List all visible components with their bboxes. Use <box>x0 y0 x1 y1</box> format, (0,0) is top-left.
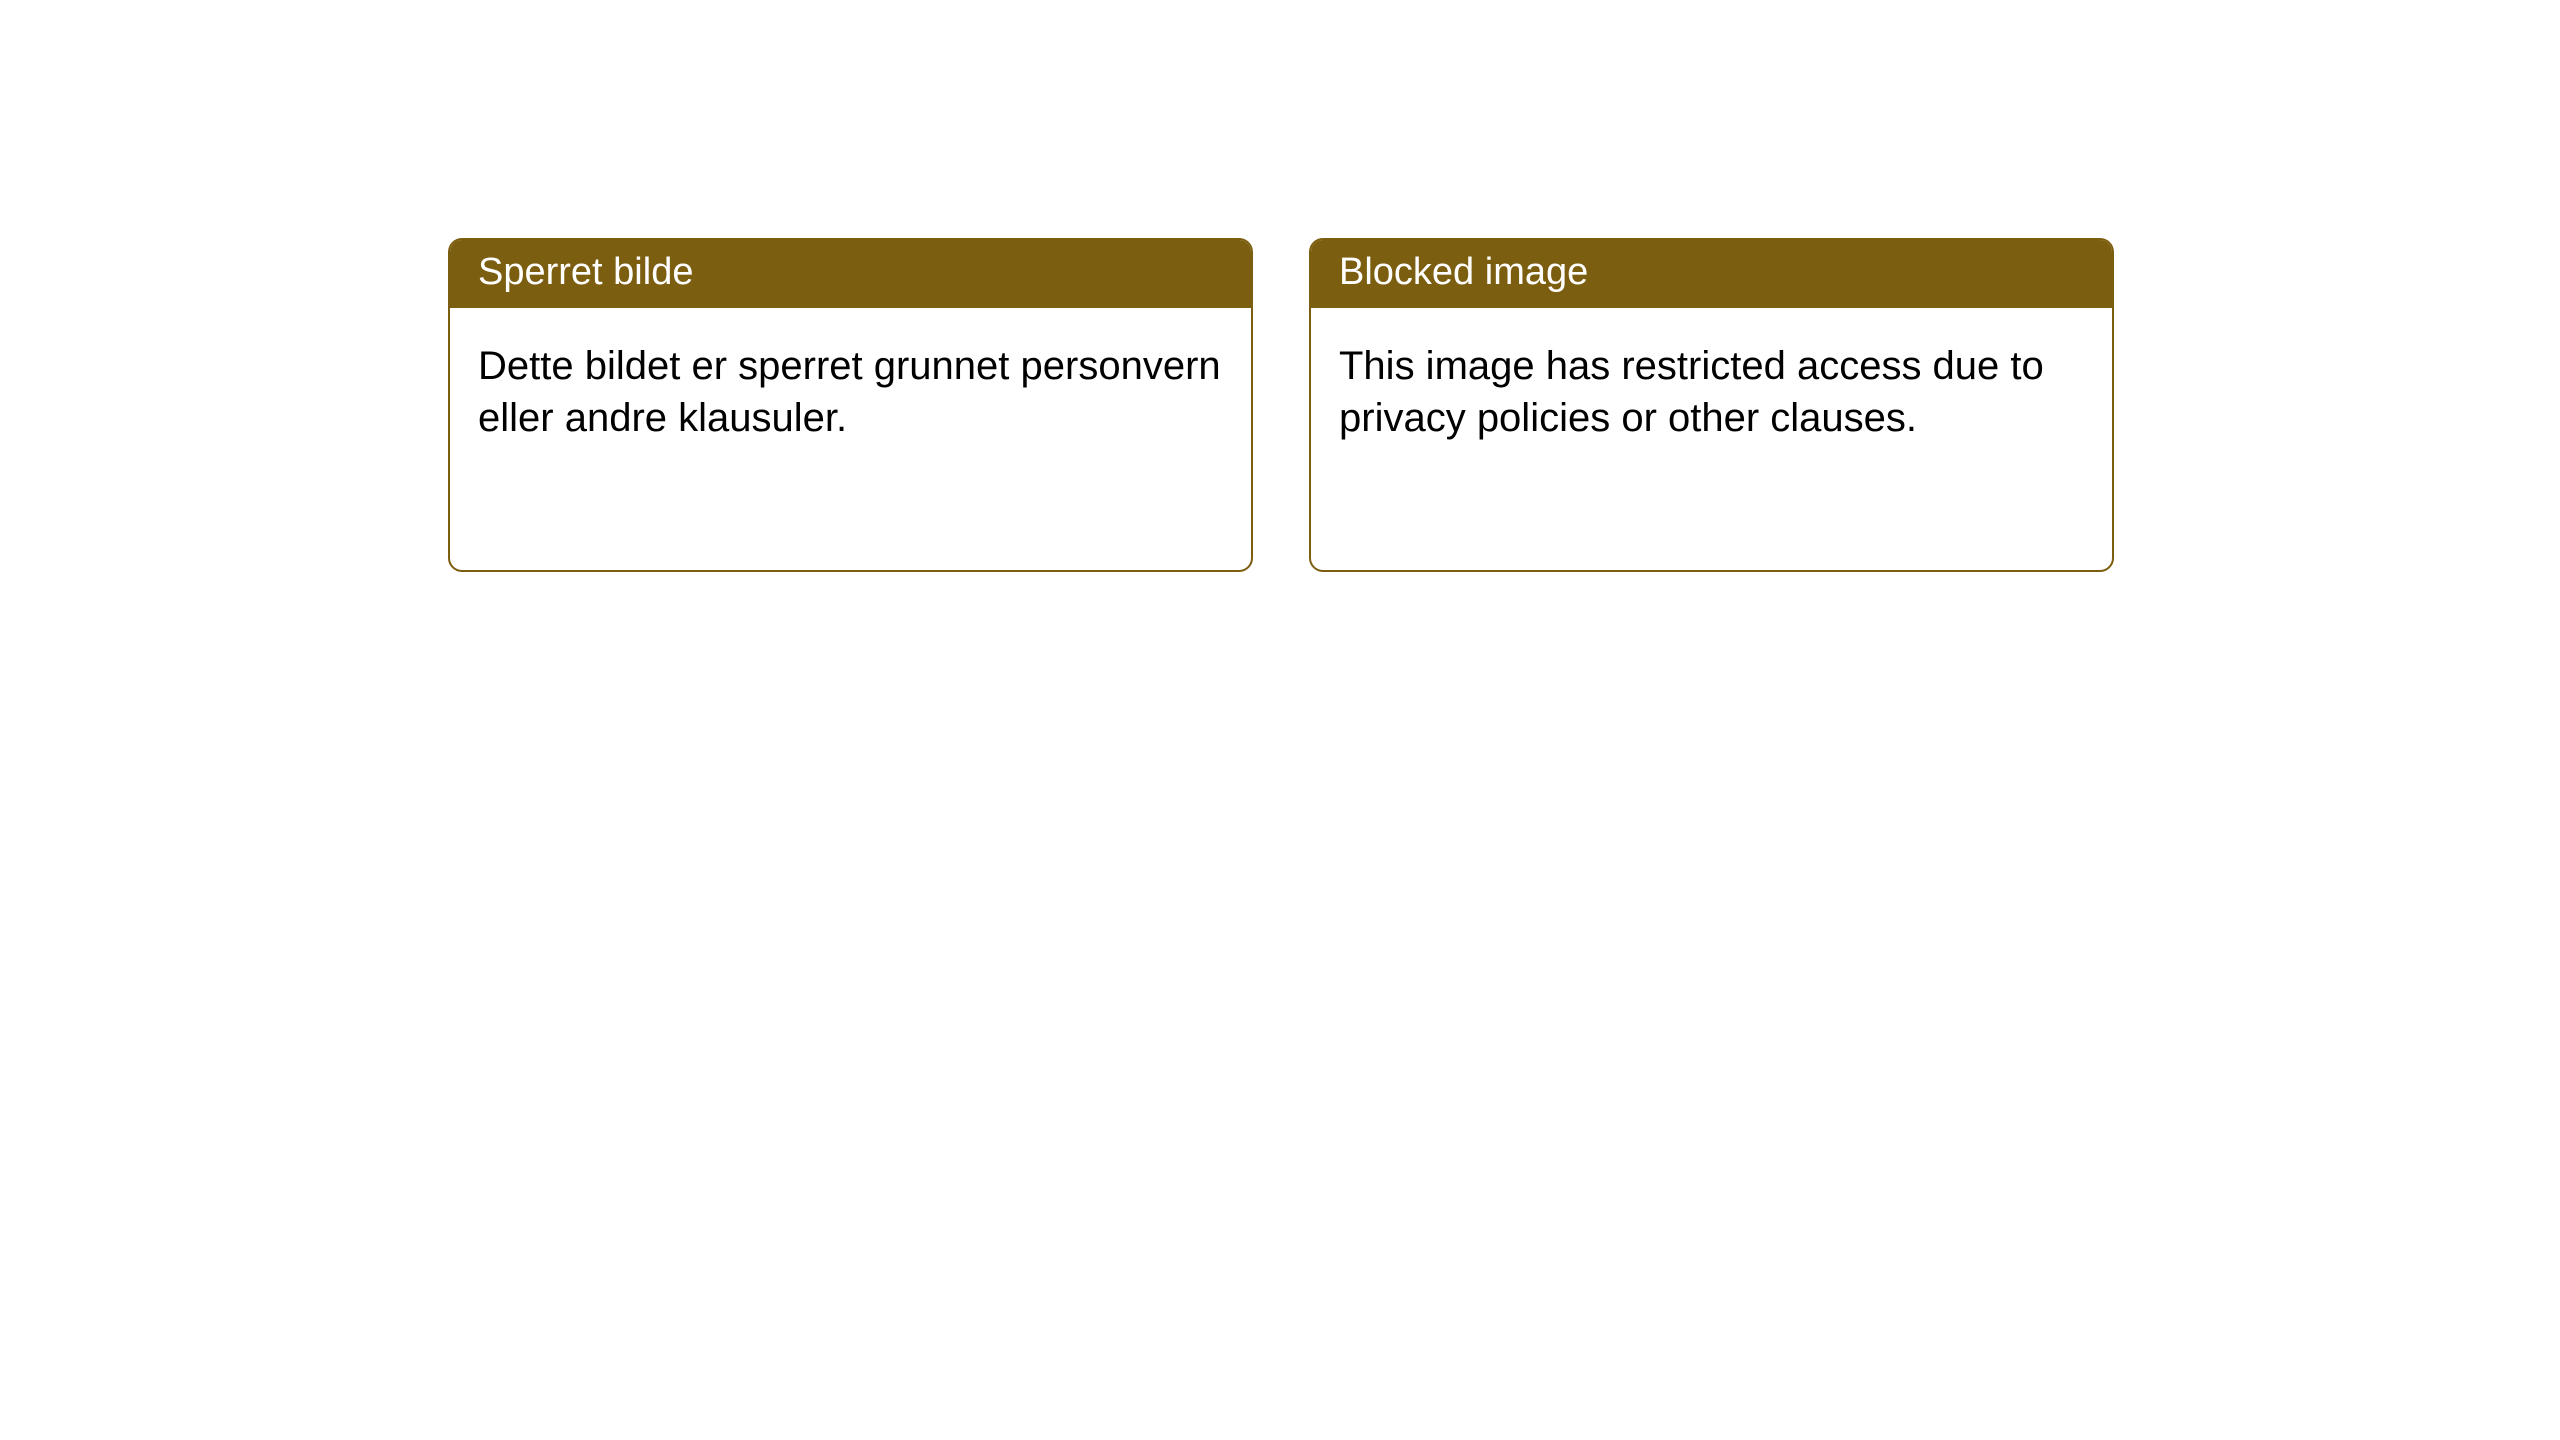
card-body-text: This image has restricted access due to … <box>1339 344 2044 440</box>
card-body-text: Dette bildet er sperret grunnet personve… <box>478 344 1221 440</box>
card-body: Dette bildet er sperret grunnet personve… <box>450 308 1251 476</box>
notice-card-english: Blocked image This image has restricted … <box>1309 238 2114 572</box>
notice-card-norwegian: Sperret bilde Dette bildet er sperret gr… <box>448 238 1253 572</box>
notice-container: Sperret bilde Dette bildet er sperret gr… <box>0 0 2560 572</box>
card-body: This image has restricted access due to … <box>1311 308 2112 476</box>
card-title: Blocked image <box>1339 251 1588 293</box>
card-header: Blocked image <box>1311 240 2112 308</box>
card-title: Sperret bilde <box>478 251 693 293</box>
card-header: Sperret bilde <box>450 240 1251 308</box>
